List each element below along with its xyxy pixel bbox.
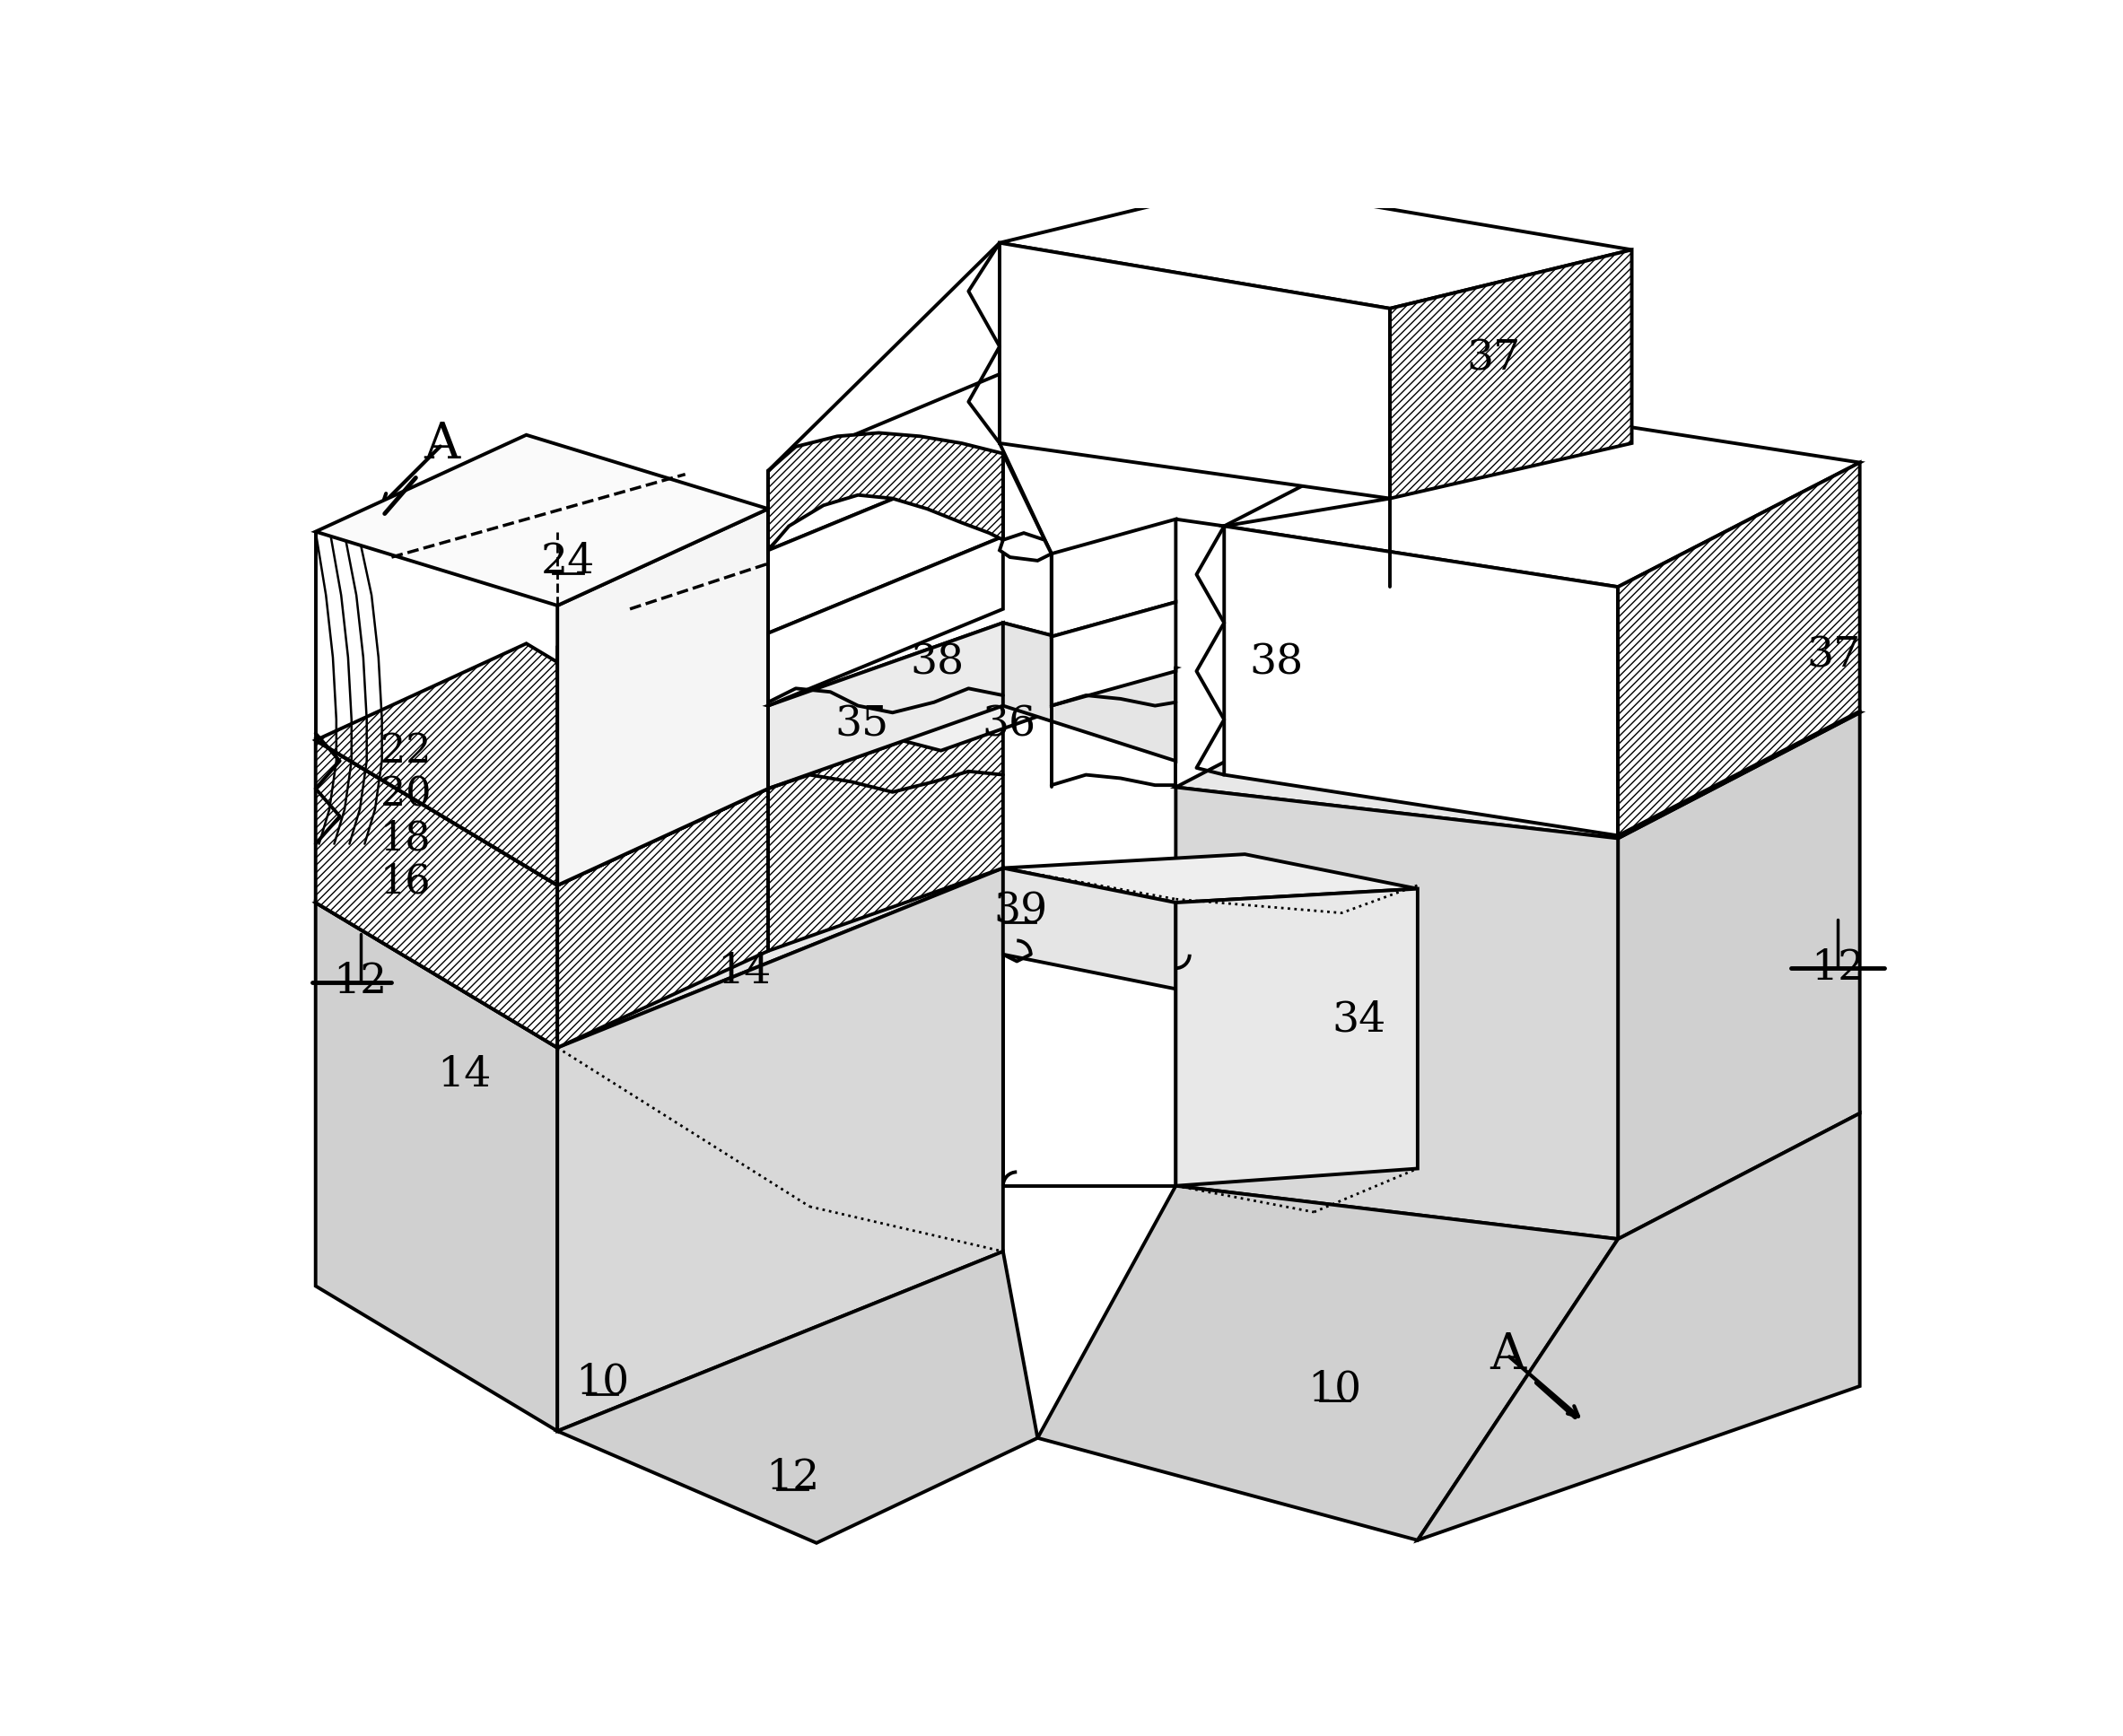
Text: 20: 20 xyxy=(380,776,431,814)
Text: 22: 22 xyxy=(380,733,431,771)
Polygon shape xyxy=(1225,401,1860,587)
Polygon shape xyxy=(769,623,1176,750)
Polygon shape xyxy=(1418,1113,1860,1540)
Polygon shape xyxy=(1002,854,1418,903)
Polygon shape xyxy=(1051,602,1176,707)
Text: 12: 12 xyxy=(333,962,389,1002)
Polygon shape xyxy=(1225,526,1618,835)
Polygon shape xyxy=(558,1252,1038,1543)
Polygon shape xyxy=(1002,623,1176,760)
Polygon shape xyxy=(1618,712,1860,1240)
Polygon shape xyxy=(1176,889,1418,1186)
Polygon shape xyxy=(769,623,1002,788)
Text: 10: 10 xyxy=(575,1363,628,1403)
Polygon shape xyxy=(1176,661,1860,838)
Text: 16: 16 xyxy=(380,863,431,901)
Polygon shape xyxy=(1000,184,1633,309)
Polygon shape xyxy=(769,453,1002,634)
Text: 38: 38 xyxy=(1248,642,1304,684)
Polygon shape xyxy=(1176,786,1618,1240)
Text: 10: 10 xyxy=(1308,1370,1361,1410)
Text: 34: 34 xyxy=(1331,1000,1386,1040)
Text: 24: 24 xyxy=(541,542,594,582)
Polygon shape xyxy=(558,453,1002,648)
Polygon shape xyxy=(558,788,769,1047)
Text: A: A xyxy=(1490,1330,1526,1380)
Text: 39: 39 xyxy=(994,891,1047,932)
Text: 35: 35 xyxy=(834,705,887,745)
Polygon shape xyxy=(769,707,1002,951)
Text: 18: 18 xyxy=(380,819,431,858)
Polygon shape xyxy=(558,868,1002,1430)
Polygon shape xyxy=(1000,243,1391,498)
Polygon shape xyxy=(1391,250,1633,498)
Polygon shape xyxy=(769,432,1002,550)
Polygon shape xyxy=(316,436,769,606)
Polygon shape xyxy=(1000,533,1051,561)
Polygon shape xyxy=(1051,519,1176,637)
Text: 38: 38 xyxy=(911,642,964,684)
Polygon shape xyxy=(558,550,769,885)
Polygon shape xyxy=(316,740,558,1047)
Polygon shape xyxy=(316,644,769,885)
Polygon shape xyxy=(1618,462,1860,835)
Text: A: A xyxy=(425,420,461,469)
Polygon shape xyxy=(769,536,1002,707)
Text: 12: 12 xyxy=(1811,948,1864,988)
Text: 14: 14 xyxy=(718,951,771,991)
Text: 37: 37 xyxy=(1807,635,1860,677)
Text: 12: 12 xyxy=(764,1458,819,1498)
Polygon shape xyxy=(316,722,1002,1047)
Polygon shape xyxy=(1038,1186,1618,1540)
Text: 14: 14 xyxy=(437,1055,490,1095)
Text: 36: 36 xyxy=(981,705,1036,745)
Polygon shape xyxy=(316,903,558,1430)
Text: 37: 37 xyxy=(1467,339,1520,378)
Polygon shape xyxy=(558,509,769,885)
Polygon shape xyxy=(1002,868,1176,990)
